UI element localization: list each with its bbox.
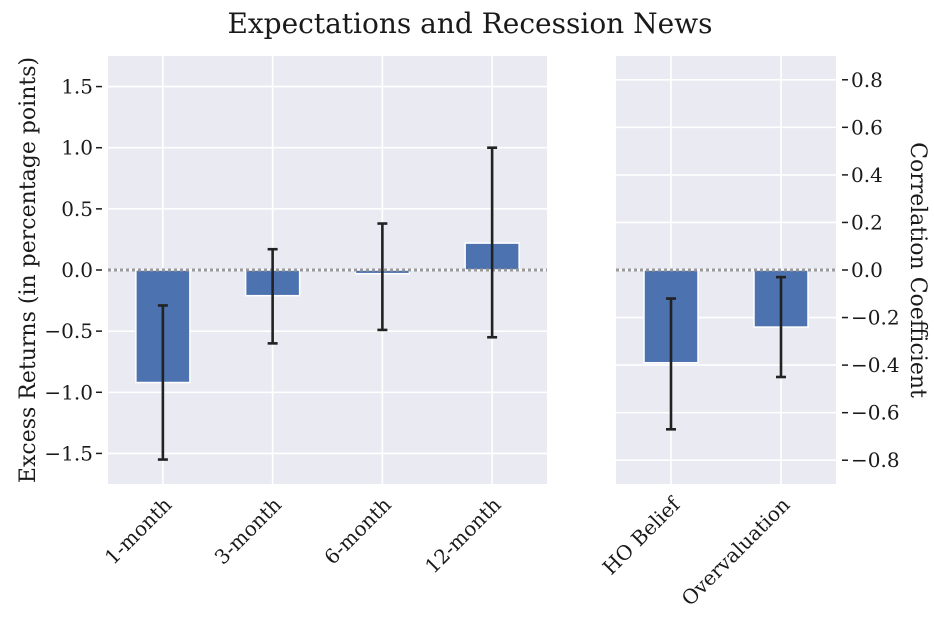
y-tick-label: 0.2 <box>851 210 883 234</box>
y-tick-label: 1.0 <box>61 136 93 160</box>
y-tick-label: −1.5 <box>44 441 93 465</box>
y-tick-label: 0.4 <box>851 163 883 187</box>
x-tick-label: 1-month <box>100 492 177 569</box>
x-tick-label: HO Belief <box>598 491 686 579</box>
y-tick-label: 0.0 <box>61 258 93 282</box>
x-tick-label: 6-month <box>319 492 396 569</box>
y-tick-label: −0.5 <box>44 319 93 343</box>
y-axis-label: Excess Returns (in percentage points) <box>16 57 41 483</box>
x-tick-label: Overvaluation <box>677 492 795 610</box>
y-tick-label: −0.8 <box>851 448 900 472</box>
chart-title: Expectations and Recession News <box>227 7 712 40</box>
y-tick-label: 0.0 <box>851 258 883 282</box>
y-tick-label: −0.6 <box>851 401 900 425</box>
x-tick-label: 3-month <box>210 492 287 569</box>
y-tick-label: 1.5 <box>61 75 93 99</box>
x-tick-label: 12-month <box>420 492 506 578</box>
y-axis-label: Correlation Coefficient <box>905 142 930 398</box>
panel-excess-returns: −1.5 −1.0 −0.5 0.0 0.5 1.0 1.5 1-month 3-month 6-… <box>16 56 547 578</box>
y-tick-label: 0.6 <box>851 115 883 139</box>
y-tick-label: 0.8 <box>851 68 883 92</box>
panel-correlation: −0.8 −0.6 −0.4 −0.2 0.0 0.2 0.4 0.6 0.8 HO Belief… <box>598 56 930 611</box>
y-tick-label: −1.0 <box>44 380 93 404</box>
y-tick-label: 0.5 <box>61 197 93 221</box>
y-tick-label: −0.4 <box>851 353 900 377</box>
y-tick-label: −0.2 <box>851 306 900 330</box>
